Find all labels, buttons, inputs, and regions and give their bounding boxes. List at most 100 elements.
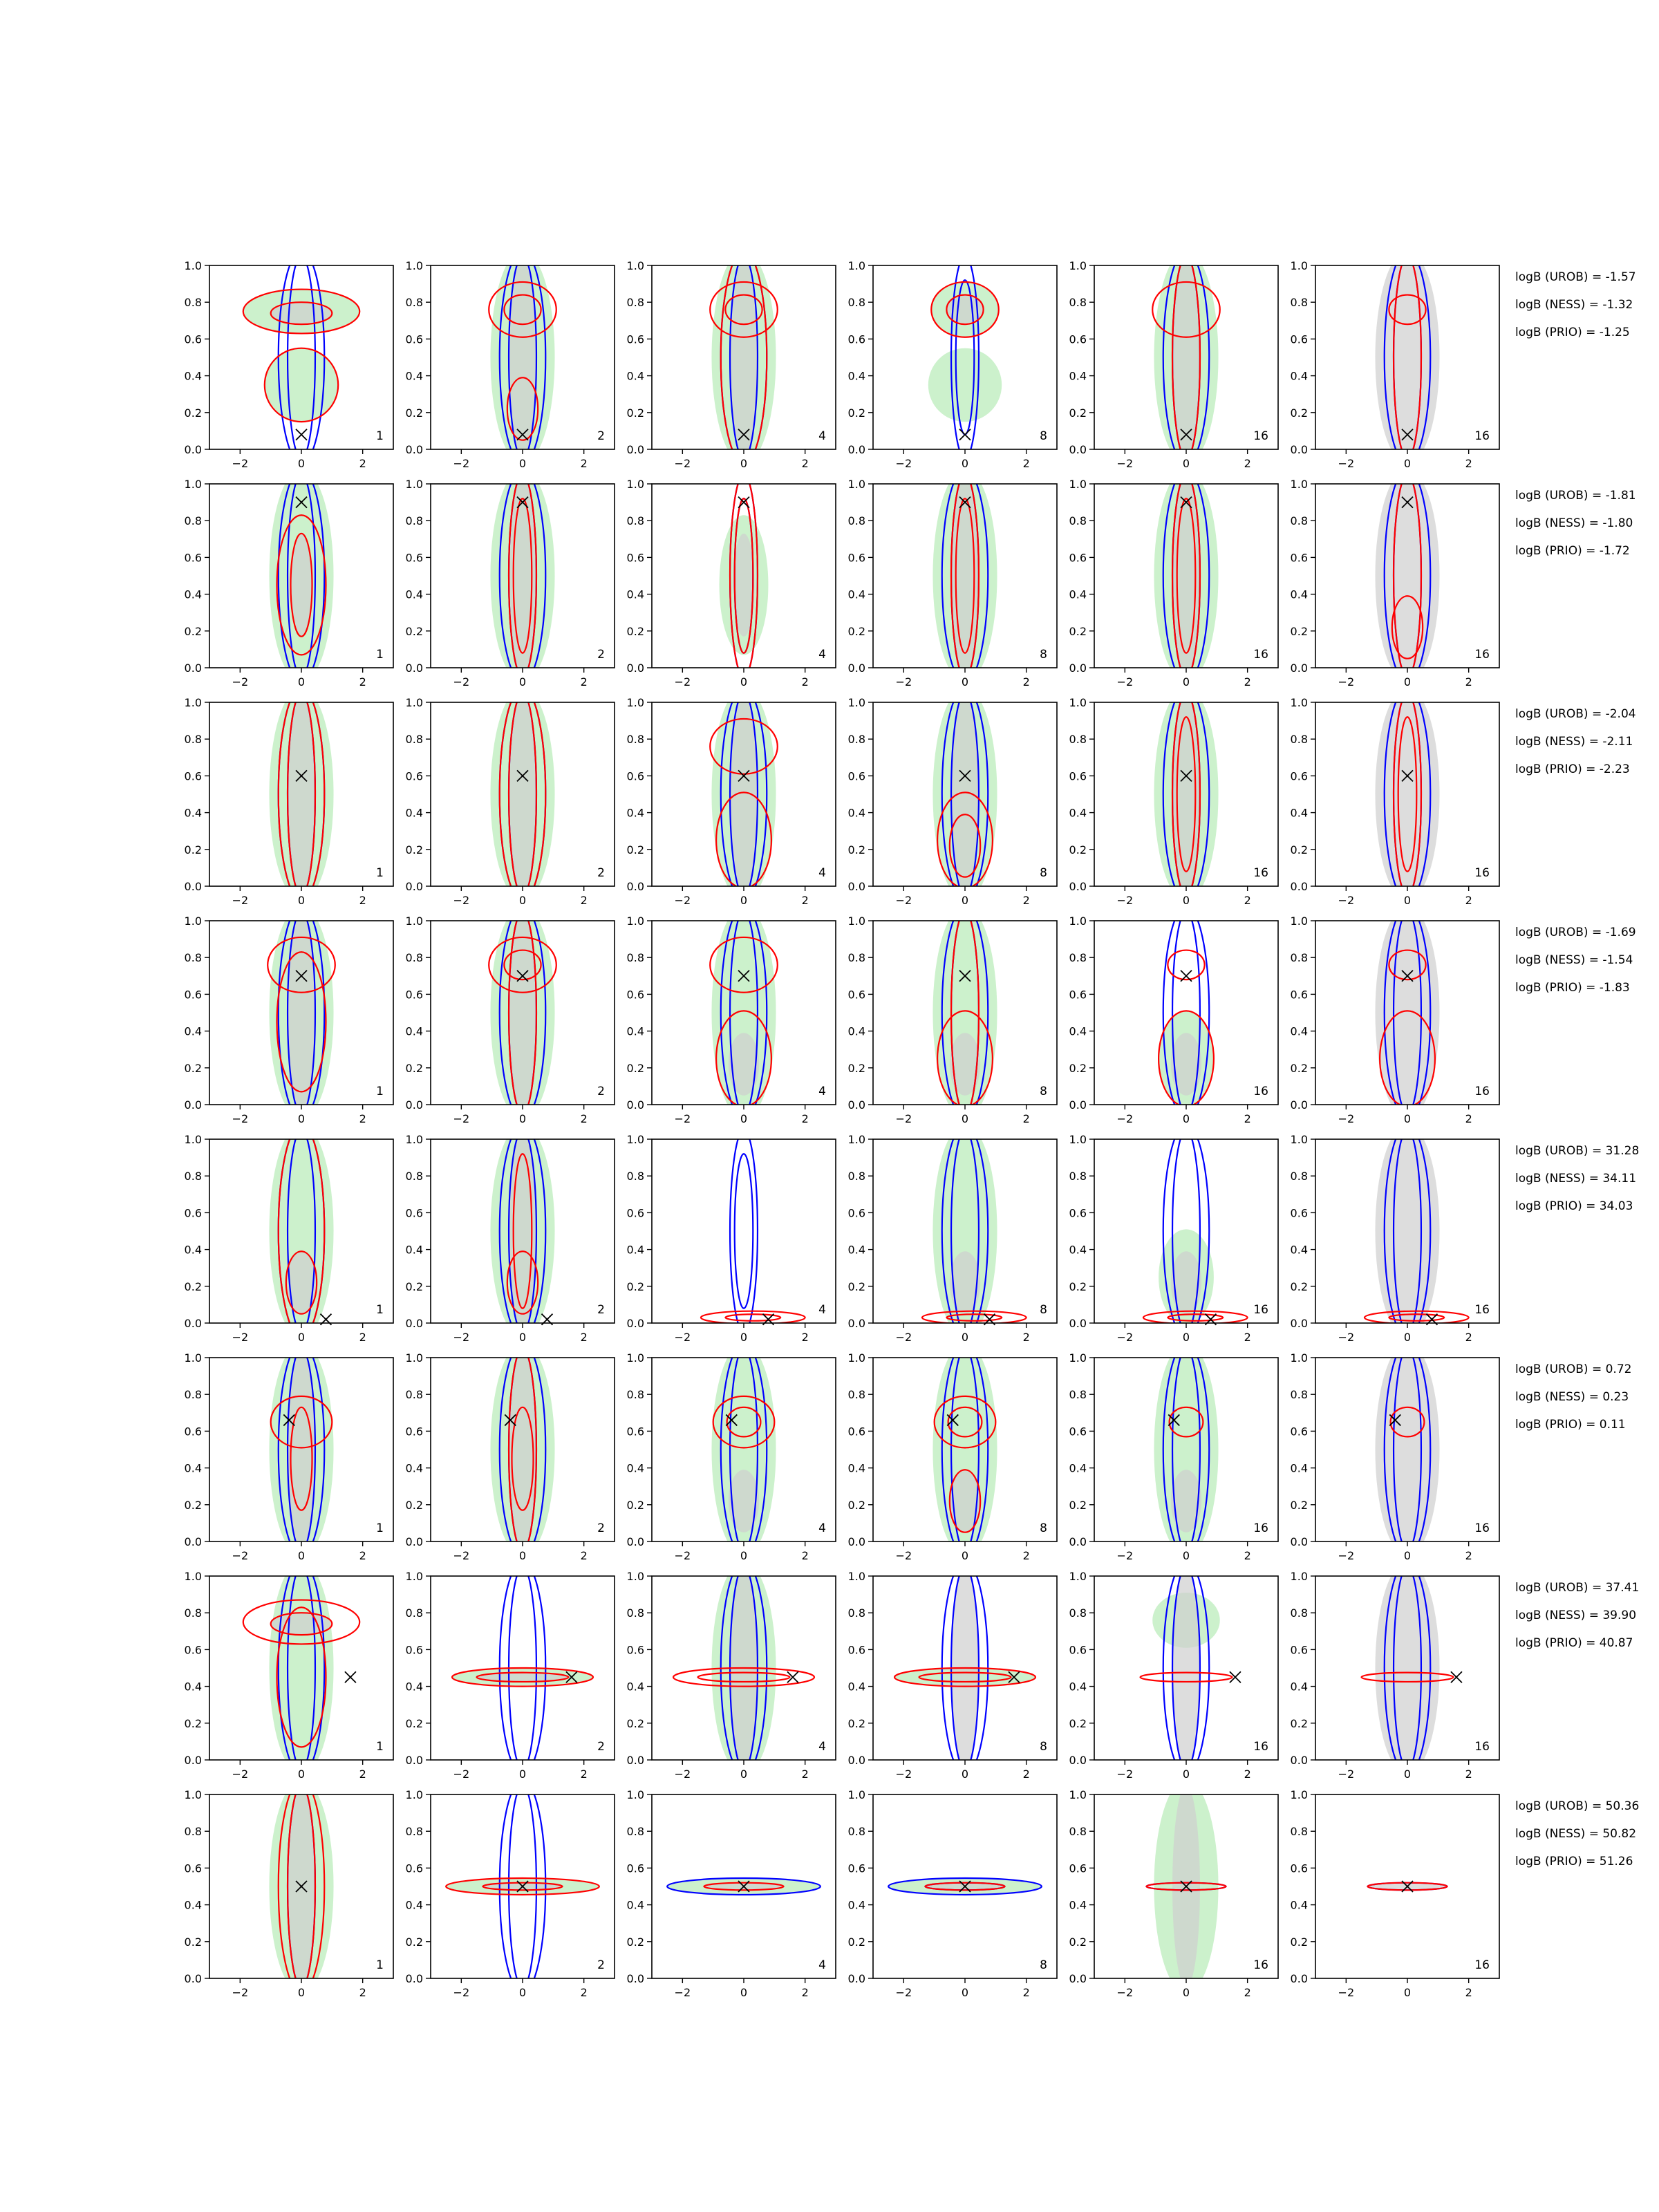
blue-contour [1171, 1358, 1201, 1541]
y-tick-label: 0.8 [1069, 514, 1087, 527]
x-tick-label: 0 [1404, 894, 1411, 907]
red-contour [1360, 1671, 1454, 1683]
x-tick-label: 0 [1183, 1549, 1190, 1562]
y-tick-label: 0.4 [406, 588, 423, 601]
truth-marker [516, 1880, 529, 1893]
panel-r7-c3: −2 0 2 0.0 0.2 0.4 0.6 0.8 1.0 4 [627, 1570, 836, 1781]
y-tick-label: 0.4 [1291, 1244, 1308, 1257]
x-tick-label: 0 [1183, 1331, 1190, 1344]
y-tick-label: 0.8 [1291, 1170, 1308, 1183]
truth-marker [516, 429, 529, 441]
red-contour [488, 281, 557, 338]
y-tick-label: 0.0 [627, 443, 644, 456]
x-tick-label: 2 [1244, 1331, 1251, 1344]
panel-r3-c4: −2 0 2 0.0 0.2 0.4 0.6 0.8 1.0 8 [848, 696, 1058, 907]
blue-contour [720, 702, 768, 886]
panel-number: 1 [376, 1521, 384, 1535]
y-tick-label: 0.2 [185, 1280, 202, 1293]
panel-number: 16 [1474, 866, 1490, 880]
truth-marker [738, 496, 750, 509]
y-tick-label: 0.4 [627, 1462, 644, 1475]
panel-number: 16 [1474, 1303, 1490, 1317]
green-density [928, 348, 1002, 422]
red-contour [1168, 1406, 1204, 1438]
panel-r3-c1: −2 0 2 0.0 0.2 0.4 0.6 0.8 1.0 1 [185, 696, 394, 907]
panel-r8-c6: −2 0 2 0.0 0.2 0.4 0.6 0.8 1.0 16 [1291, 1788, 1500, 1999]
y-tick-label: 0.6 [185, 1425, 202, 1438]
red-contour [1145, 1882, 1227, 1891]
blue-contour [1162, 1139, 1210, 1323]
red-contour [1363, 1310, 1470, 1323]
y-tick-label: 1.0 [185, 1351, 202, 1365]
y-tick-label: 0.0 [848, 1317, 865, 1330]
y-tick-label: 0.2 [1069, 1499, 1087, 1512]
x-tick-label: 0 [298, 675, 305, 688]
y-tick-label: 0.8 [1069, 951, 1087, 964]
x-tick-label: 2 [359, 675, 366, 688]
red-contour [937, 791, 993, 886]
panel-r8-c2: −2 0 2 0.0 0.2 0.4 0.6 0.8 1.0 2 [406, 1788, 615, 1999]
y-tick-label: 0.2 [185, 1936, 202, 1949]
x-tick-label: −2 [1117, 1112, 1134, 1125]
blue-contour [950, 265, 980, 449]
red-contour [270, 1612, 333, 1636]
y-tick-label: 0.0 [1291, 1535, 1308, 1548]
x-tick-label: −2 [453, 1986, 470, 1999]
grey-density [1375, 265, 1440, 449]
panel-r6-c3: −2 0 2 0.0 0.2 0.4 0.6 0.8 1.0 4 [627, 1351, 836, 1562]
x-tick-label: 2 [802, 1331, 809, 1344]
x-tick-label: −2 [896, 1768, 912, 1781]
truth-marker [725, 1414, 738, 1427]
y-tick-label: 0.2 [1291, 1499, 1308, 1512]
logb-label: logB (PRIO) = 51.26 [1515, 1855, 1633, 1868]
panel-number: 4 [818, 1740, 826, 1754]
logb-label: logB (UROB) = 0.72 [1515, 1362, 1631, 1376]
truth-marker [295, 429, 308, 441]
truth-marker [1008, 1671, 1020, 1683]
y-tick-label: 0.8 [848, 514, 865, 527]
y-tick-label: 0.4 [1291, 1462, 1308, 1475]
y-tick-label: 0.4 [848, 1899, 865, 1912]
y-tick-label: 0.4 [406, 1025, 423, 1038]
x-tick-label: 2 [359, 457, 366, 470]
y-tick-label: 0.4 [627, 1680, 644, 1694]
y-tick-label: 0.2 [1291, 625, 1308, 638]
y-tick-label: 0.4 [185, 1680, 202, 1694]
red-contour [950, 484, 980, 668]
blue-contour [1383, 702, 1432, 886]
y-tick-label: 0.2 [1069, 406, 1087, 420]
blue-contour [1162, 1358, 1210, 1541]
red-contour [267, 936, 336, 993]
truth-marker [295, 769, 308, 782]
y-tick-label: 0.2 [848, 406, 865, 420]
green-density [932, 921, 997, 1105]
y-tick-label: 0.8 [1291, 1388, 1308, 1401]
y-tick-label: 0.2 [627, 406, 644, 420]
red-contour [1392, 702, 1423, 886]
y-tick-label: 0.0 [185, 1317, 202, 1330]
y-tick-label: 0.0 [185, 1972, 202, 1985]
green-density [932, 1139, 997, 1323]
x-tick-label: −2 [1338, 1549, 1355, 1562]
blue-contour [1392, 1358, 1423, 1541]
x-tick-label: 0 [519, 457, 526, 470]
panel-r5-c1: −2 0 2 0.0 0.2 0.4 0.6 0.8 1.0 1 [185, 1133, 394, 1344]
red-contour [700, 1310, 806, 1323]
panel-number: 1 [376, 1958, 384, 1972]
truth-marker [504, 1414, 516, 1427]
y-tick-label: 1.0 [406, 1788, 423, 1801]
panel-number: 1 [376, 866, 384, 880]
x-tick-label: 2 [802, 457, 809, 470]
x-tick-label: 0 [740, 1549, 747, 1562]
x-tick-label: 2 [802, 894, 809, 907]
x-tick-label: 2 [1244, 1112, 1251, 1125]
y-tick-label: 0.4 [848, 1244, 865, 1257]
grey-density [509, 702, 536, 886]
y-tick-label: 0.4 [1291, 807, 1308, 820]
x-tick-label: 0 [519, 894, 526, 907]
x-tick-label: 2 [1465, 1549, 1472, 1562]
red-contour [276, 1606, 327, 1748]
y-tick-label: 0.6 [848, 769, 865, 782]
y-tick-label: 0.0 [185, 880, 202, 893]
logb-label: logB (NESS) = -1.80 [1515, 516, 1633, 530]
